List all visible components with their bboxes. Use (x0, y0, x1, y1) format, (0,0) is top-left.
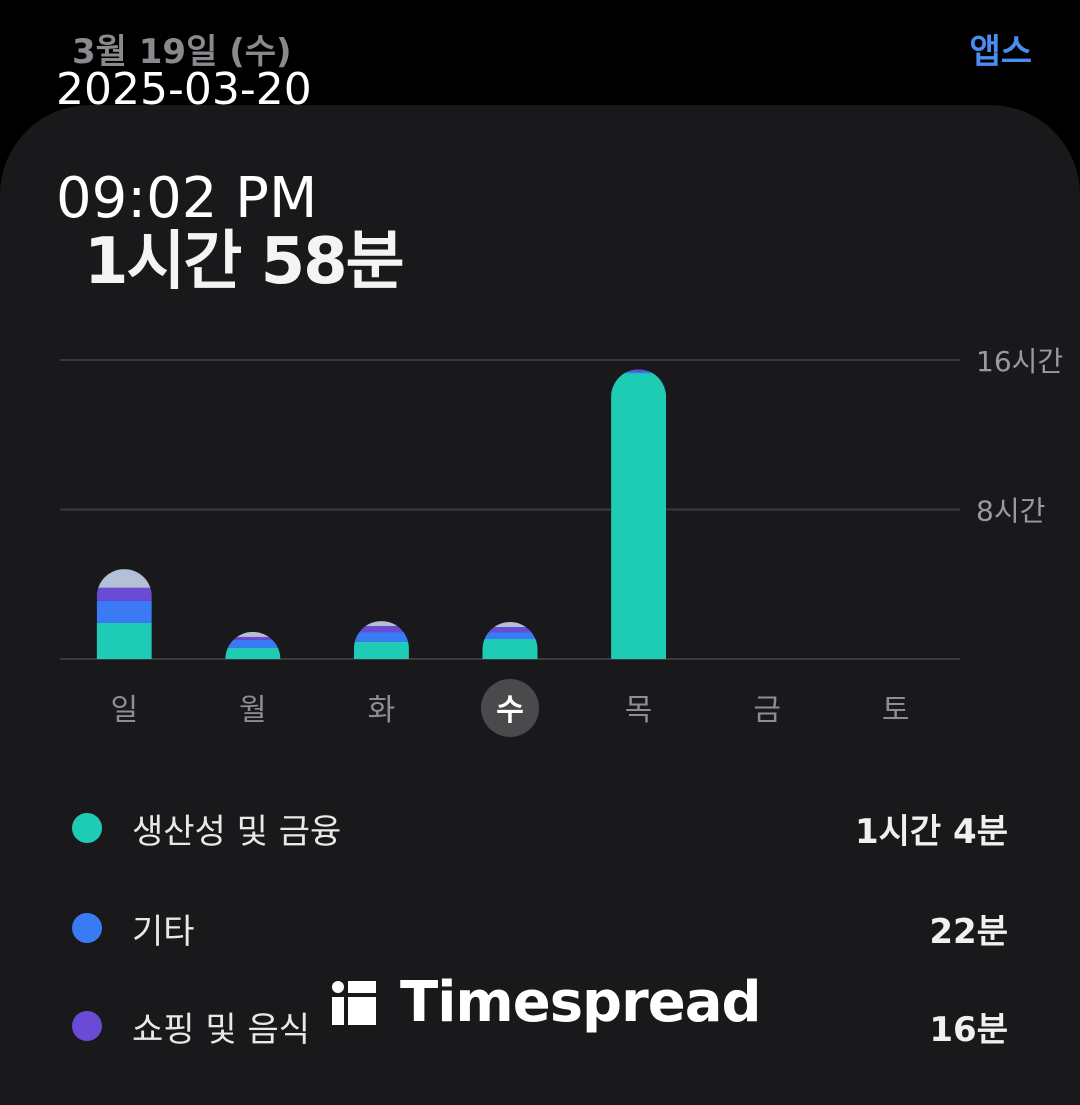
x-tick-label-6[interactable]: 토 (882, 693, 910, 728)
other-dot-icon (72, 913, 102, 943)
apps-link[interactable]: 앱스 (969, 32, 1032, 72)
timespread-logo-icon (332, 980, 376, 1025)
date-stamp: 2025-03-20 (56, 64, 312, 115)
watermark: Timespread (330, 970, 762, 1035)
legend-item-shopping[interactable]: 쇼핑 및 음식 16분 (72, 996, 1008, 1056)
legend-value: 22분 (929, 911, 1008, 952)
time-stamp: 09:02 PM (56, 166, 318, 231)
shopping-dot-icon (72, 1011, 102, 1041)
x-tick-label-4[interactable]: 목 (625, 693, 653, 728)
total-usage: 1시간 58분 (84, 225, 405, 299)
bar-segment (225, 631, 281, 637)
bar-segment (96, 569, 152, 588)
bar-segment (611, 373, 667, 659)
x-tick-label-0[interactable]: 일 (110, 693, 138, 728)
bar-segment (225, 639, 281, 648)
selected-date[interactable]: 3월 19일 (수) (72, 32, 292, 72)
bar-segment (482, 621, 538, 628)
legend-item-productivity[interactable]: 생산성 및 금융 1시간 4분 (72, 798, 1008, 858)
x-tick-label-5[interactable]: 금 (753, 693, 781, 728)
bar-segment (482, 627, 538, 633)
legend-name: 기타 (132, 911, 195, 952)
bar-segment (482, 639, 538, 659)
bar-segment (353, 632, 409, 642)
legend-value: 16분 (929, 1009, 1008, 1050)
x-tick-label-1[interactable]: 월 (239, 693, 267, 728)
legend-value: 1시간 4분 (855, 811, 1008, 852)
screen-time-card (0, 105, 1080, 1105)
y-tick-label: 16시간 (976, 345, 1063, 378)
bar-segment (225, 636, 281, 640)
legend-item-other[interactable]: 기타 22분 (72, 898, 1008, 958)
bar-segment (353, 641, 409, 659)
bar-segment (353, 626, 409, 633)
bar-segment (611, 369, 667, 372)
bar-segment (96, 600, 152, 623)
bar-segment (96, 587, 152, 601)
bar-segment (353, 621, 409, 627)
productivity-dot-icon (72, 813, 102, 843)
y-tick-label: 8시간 (976, 495, 1045, 528)
bar-segment (225, 647, 281, 659)
x-tick-label-2[interactable]: 화 (368, 693, 396, 728)
watermark-text: Timespread (400, 970, 762, 1035)
bar-segment (482, 632, 538, 640)
legend-name: 쇼핑 및 음식 (132, 1009, 311, 1050)
selected-day-highlight (481, 679, 539, 737)
x-tick-label-3[interactable]: 수 (496, 693, 524, 728)
legend-name: 생산성 및 금융 (132, 811, 342, 852)
bar-segment (611, 371, 667, 374)
bar-segment (96, 622, 152, 659)
